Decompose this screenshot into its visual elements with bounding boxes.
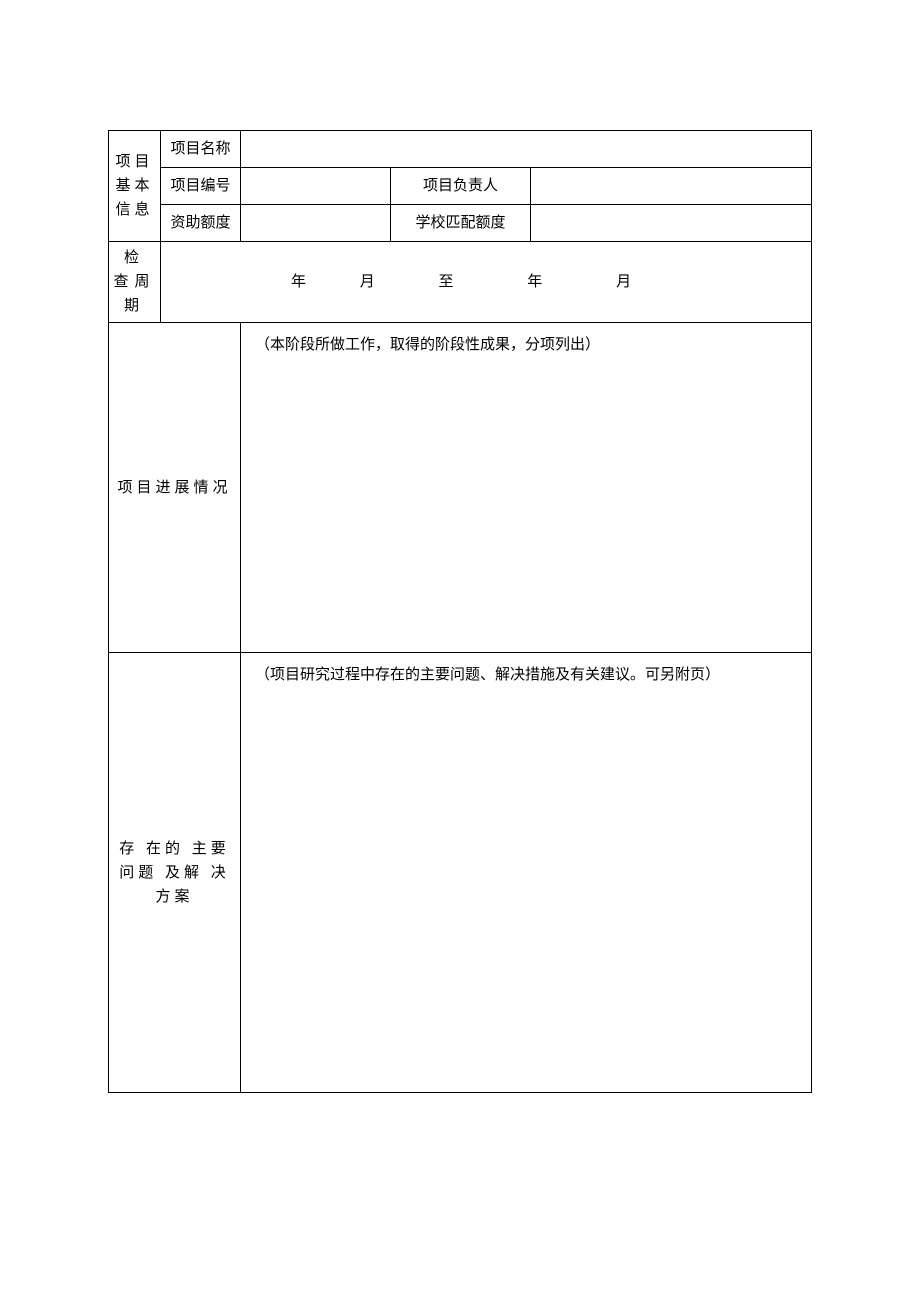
value-issues-hint: （项目研究过程中存在的主要问题、解决措施及有关建议。可另附页）	[241, 653, 812, 1093]
period-month1: 月	[360, 270, 375, 294]
row-project-name: 项目基本信息 项目名称	[109, 131, 812, 168]
label-basic-info: 项目基本信息	[109, 131, 161, 242]
value-project-leader	[531, 168, 812, 205]
period-year2: 年	[527, 270, 542, 294]
label-check-period: 检 查周期	[109, 242, 161, 323]
period-year1: 年	[291, 270, 306, 294]
value-progress-hint: （本阶段所做工作，取得的阶段性成果，分项列出）	[241, 323, 812, 653]
value-funding-amount	[241, 205, 391, 242]
row-issues: 存 在的 主要 问题 及解 决方案 （项目研究过程中存在的主要问题、解决措施及有…	[109, 653, 812, 1093]
label-progress: 项目进展情况	[109, 323, 241, 653]
row-check-period: 检 查周期 年 月 至 年 月	[109, 242, 812, 323]
row-progress: 项目进展情况 （本阶段所做工作，取得的阶段性成果，分项列出）	[109, 323, 812, 653]
value-school-match	[531, 205, 812, 242]
period-month2: 月	[616, 270, 631, 294]
value-project-name	[241, 131, 812, 168]
label-project-number: 项目编号	[161, 168, 241, 205]
label-funding-amount: 资助额度	[161, 205, 241, 242]
label-issues: 存 在的 主要 问题 及解 决方案	[109, 653, 241, 1093]
row-project-number: 项目编号 项目负责人	[109, 168, 812, 205]
row-funding: 资助额度 学校匹配额度	[109, 205, 812, 242]
label-project-leader: 项目负责人	[391, 168, 531, 205]
label-school-match: 学校匹配额度	[391, 205, 531, 242]
period-to: 至	[439, 270, 454, 294]
project-form-table: 项目基本信息 项目名称 项目编号 项目负责人 资助额度 学校匹配额度 检 查周期…	[108, 130, 812, 1093]
value-check-period: 年 月 至 年 月	[161, 242, 812, 323]
label-project-name: 项目名称	[161, 131, 241, 168]
value-project-number	[241, 168, 391, 205]
